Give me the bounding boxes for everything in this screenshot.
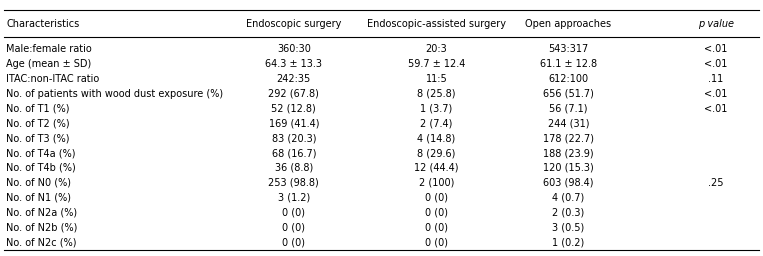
Text: Endoscopic surgery: Endoscopic surgery bbox=[246, 18, 342, 29]
Text: 68 (16.7): 68 (16.7) bbox=[272, 148, 316, 158]
Text: No. of patients with wood dust exposure (%): No. of patients with wood dust exposure … bbox=[6, 89, 224, 99]
Text: 0 (0): 0 (0) bbox=[425, 222, 448, 232]
Text: 61.1 ± 12.8: 61.1 ± 12.8 bbox=[540, 59, 597, 69]
Text: No. of T4a (%): No. of T4a (%) bbox=[6, 148, 76, 158]
Text: 0 (0): 0 (0) bbox=[282, 207, 305, 218]
Text: 4 (0.7): 4 (0.7) bbox=[552, 193, 584, 203]
Text: 120 (15.3): 120 (15.3) bbox=[543, 163, 594, 173]
Text: <.01: <.01 bbox=[704, 89, 727, 99]
Text: No. of N1 (%): No. of N1 (%) bbox=[6, 193, 71, 203]
Text: No. of N2a (%): No. of N2a (%) bbox=[6, 207, 77, 218]
Text: 83 (20.3): 83 (20.3) bbox=[272, 133, 316, 143]
Text: 2 (7.4): 2 (7.4) bbox=[420, 118, 452, 129]
Text: 360:30: 360:30 bbox=[277, 44, 311, 54]
Text: 20:3: 20:3 bbox=[426, 44, 447, 54]
Text: 543:317: 543:317 bbox=[549, 44, 588, 54]
Text: 0 (0): 0 (0) bbox=[282, 222, 305, 232]
Text: No. of N2b (%): No. of N2b (%) bbox=[6, 222, 78, 232]
Text: No. of T2 (%): No. of T2 (%) bbox=[6, 118, 69, 129]
Text: 1 (3.7): 1 (3.7) bbox=[420, 103, 452, 114]
Text: <.01: <.01 bbox=[704, 59, 727, 69]
Text: No. of T1 (%): No. of T1 (%) bbox=[6, 103, 69, 114]
Text: No. of N2c (%): No. of N2c (%) bbox=[6, 237, 76, 247]
Text: ITAC:non-ITAC ratio: ITAC:non-ITAC ratio bbox=[6, 74, 99, 84]
Text: No. of T3 (%): No. of T3 (%) bbox=[6, 133, 69, 143]
Text: 1 (0.2): 1 (0.2) bbox=[552, 237, 584, 247]
Text: 612:100: 612:100 bbox=[549, 74, 588, 84]
Text: Characteristics: Characteristics bbox=[6, 18, 79, 29]
Text: 0 (0): 0 (0) bbox=[425, 193, 448, 203]
Text: 56 (7.1): 56 (7.1) bbox=[549, 103, 588, 114]
Text: p value: p value bbox=[697, 18, 734, 29]
Text: No. of T4b (%): No. of T4b (%) bbox=[6, 163, 76, 173]
Text: 2 (100): 2 (100) bbox=[419, 178, 454, 188]
Text: <.01: <.01 bbox=[704, 44, 727, 54]
Text: 242:35: 242:35 bbox=[277, 74, 311, 84]
Text: Male:female ratio: Male:female ratio bbox=[6, 44, 92, 54]
Text: 11:5: 11:5 bbox=[426, 74, 447, 84]
Text: 52 (12.8): 52 (12.8) bbox=[272, 103, 316, 114]
Text: 12 (44.4): 12 (44.4) bbox=[414, 163, 459, 173]
Text: Age (mean ± SD): Age (mean ± SD) bbox=[6, 59, 92, 69]
Text: 0 (0): 0 (0) bbox=[425, 237, 448, 247]
Text: 8 (29.6): 8 (29.6) bbox=[417, 148, 456, 158]
Text: 188 (23.9): 188 (23.9) bbox=[543, 148, 594, 158]
Text: 2 (0.3): 2 (0.3) bbox=[552, 207, 584, 218]
Text: 3 (1.2): 3 (1.2) bbox=[278, 193, 310, 203]
Text: 8 (25.8): 8 (25.8) bbox=[417, 89, 456, 99]
Text: 169 (41.4): 169 (41.4) bbox=[269, 118, 319, 129]
Text: 253 (98.8): 253 (98.8) bbox=[269, 178, 319, 188]
Text: 603 (98.4): 603 (98.4) bbox=[543, 178, 594, 188]
Text: .11: .11 bbox=[708, 74, 723, 84]
Text: 292 (67.8): 292 (67.8) bbox=[269, 89, 319, 99]
Text: 64.3 ± 13.3: 64.3 ± 13.3 bbox=[266, 59, 322, 69]
Text: 178 (22.7): 178 (22.7) bbox=[543, 133, 594, 143]
Text: 656 (51.7): 656 (51.7) bbox=[543, 89, 594, 99]
Text: 4 (14.8): 4 (14.8) bbox=[417, 133, 456, 143]
Text: 244 (31): 244 (31) bbox=[548, 118, 589, 129]
Text: .25: .25 bbox=[708, 178, 723, 188]
Text: 0 (0): 0 (0) bbox=[282, 237, 305, 247]
Text: <.01: <.01 bbox=[704, 103, 727, 114]
Text: 0 (0): 0 (0) bbox=[425, 207, 448, 218]
Text: No. of N0 (%): No. of N0 (%) bbox=[6, 178, 71, 188]
Text: 3 (0.5): 3 (0.5) bbox=[552, 222, 584, 232]
Text: 36 (8.8): 36 (8.8) bbox=[275, 163, 313, 173]
Text: 59.7 ± 12.4: 59.7 ± 12.4 bbox=[407, 59, 465, 69]
Text: Endoscopic-assisted surgery: Endoscopic-assisted surgery bbox=[367, 18, 506, 29]
Text: Open approaches: Open approaches bbox=[526, 18, 611, 29]
